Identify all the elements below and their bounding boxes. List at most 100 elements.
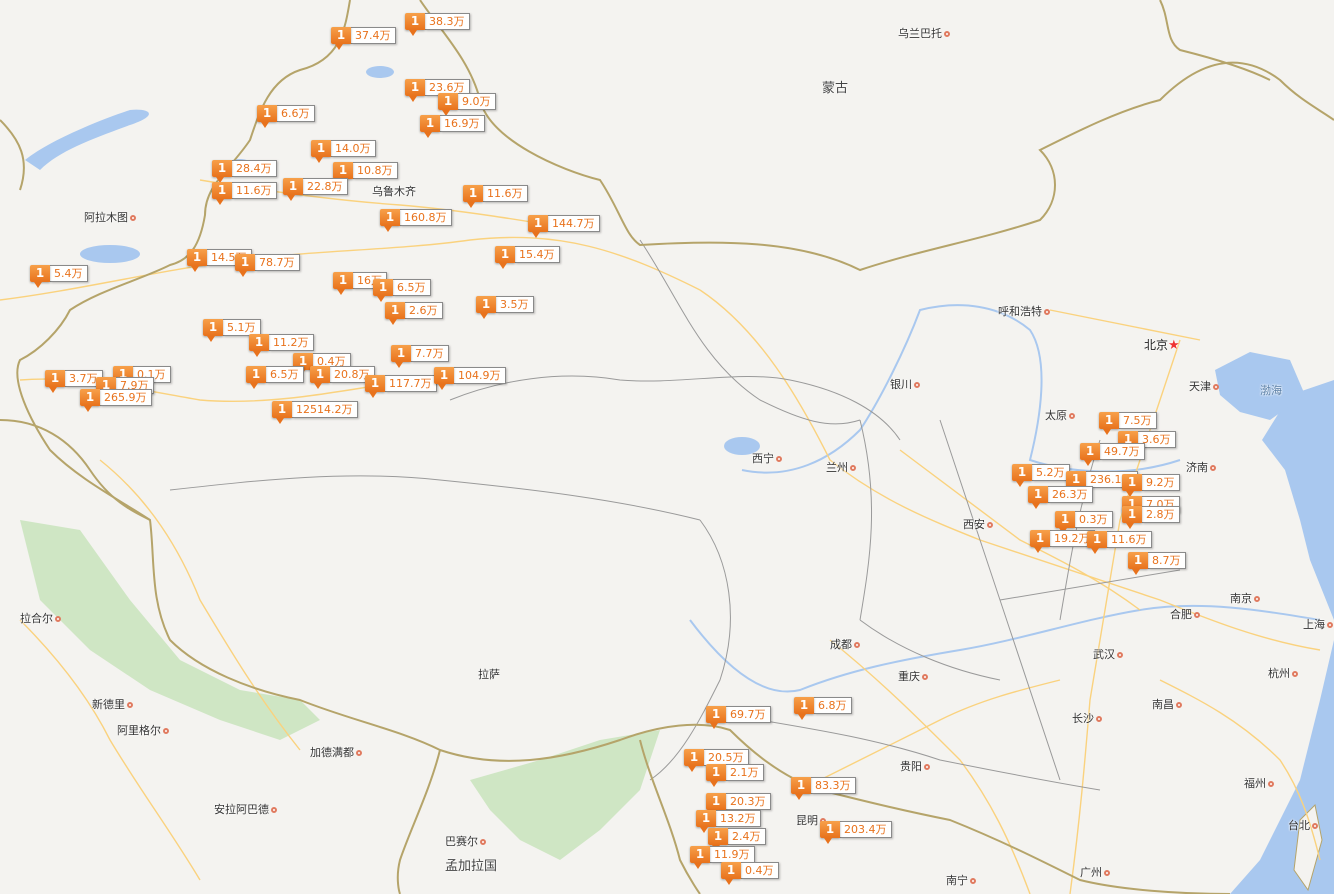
data-marker[interactable]: 1 6.5万 [373,279,431,302]
data-marker[interactable]: 1 0.3万 [1055,511,1113,534]
city-dot-icon [1069,413,1075,419]
marker-value: 23.6万 [425,79,470,96]
data-marker[interactable]: 1 2.4万 [708,828,766,851]
data-marker[interactable]: 1 28.4万 [212,160,277,183]
marker-value: 16.9万 [440,115,485,132]
data-marker[interactable]: 1 16万 [333,272,387,295]
marker-value: 2.8万 [1142,506,1180,523]
data-marker[interactable]: 1 5.1万 [203,319,261,342]
marker-pin-icon: 1 [272,401,292,424]
data-marker[interactable]: 1 19.2万 [1030,530,1095,553]
data-marker[interactable]: 1 38.3万 [405,13,470,36]
data-marker[interactable]: 1 78.7万 [235,254,300,277]
data-marker[interactable]: 1 11.2万 [249,334,314,357]
data-marker[interactable]: 1 203.4万 [820,821,892,844]
data-marker[interactable]: 1 15.4万 [495,246,560,269]
marker-value: 49.7万 [1100,443,1145,460]
data-marker[interactable]: 1 2.1万 [706,764,764,787]
marker-value: 2.1万 [726,764,764,781]
data-marker[interactable]: 1 3.5万 [476,296,534,319]
data-marker[interactable]: 1 69.7万 [706,706,771,729]
data-marker[interactable]: 1 7.5万 [1099,412,1157,435]
data-marker[interactable]: 1 117.7万 [365,375,437,398]
data-marker[interactable]: 1 37.4万 [331,27,396,50]
data-marker[interactable]: 1 265.9万 [80,389,152,412]
data-marker[interactable]: 1 11.6万 [1087,531,1152,554]
data-marker[interactable]: 1 83.3万 [791,777,856,800]
data-marker[interactable]: 1 8.7万 [1128,552,1186,575]
city-dot-icon [1044,309,1050,315]
data-marker[interactable]: 1 20.3万 [706,793,771,816]
place-label: 南京 [1230,590,1262,606]
data-marker[interactable]: 1 144.7万 [528,215,600,238]
place-label: 阿里格尔 [117,722,171,738]
marker-value: 5.1万 [223,319,261,336]
data-marker[interactable]: 1 20.5万 [684,749,749,772]
marker-value: 7.5万 [1119,412,1157,429]
marker-pin-icon: 1 [187,249,207,272]
data-marker[interactable]: 1 11.6万 [463,185,528,208]
data-marker[interactable]: 1 0.4万 [721,862,779,885]
marker-pin-icon: 1 [706,706,726,729]
city-dot-icon [1213,384,1219,390]
marker-value: 15.4万 [515,246,560,263]
data-marker[interactable]: 1 7.7万 [391,345,449,368]
data-marker[interactable]: 1 6.5万 [246,366,304,389]
data-marker[interactable]: 1 2.6万 [385,302,443,325]
data-marker[interactable]: 1 11.6万 [212,182,277,205]
data-marker[interactable]: 1 9.0万 [438,93,496,116]
marker-value: 5.2万 [1032,464,1070,481]
marker-pin-icon: 1 [1122,474,1142,497]
marker-pin-icon: 1 [246,366,266,389]
marker-pin-icon: 1 [708,828,728,851]
data-marker[interactable]: 1 6.6万 [257,105,315,128]
data-marker[interactable]: 1 14.0万 [311,140,376,163]
place-label: 成都 [830,636,862,652]
marker-value: 203.4万 [840,821,892,838]
data-marker[interactable]: 1 9.2万 [1122,474,1180,497]
city-dot-icon [1104,870,1110,876]
data-marker[interactable]: 1 5.2万 [1012,464,1070,487]
marker-value: 6.8万 [814,697,852,714]
marker-pin-icon: 1 [820,821,840,844]
city-dot-icon [1176,702,1182,708]
data-marker[interactable]: 1 16.9万 [420,115,485,138]
data-marker[interactable]: 1 10.8万 [333,162,398,185]
place-label: 台北 [1288,817,1320,833]
data-marker[interactable]: 1 22.8万 [283,178,348,201]
city-dot-icon [55,616,61,622]
data-marker[interactable]: 1 0.4万 [293,353,351,376]
marker-pin-icon: 1 [310,366,330,389]
marker-pin-icon: 1 [331,27,351,50]
data-marker[interactable]: 1 11.9万 [690,846,755,869]
province-borders [169,239,1181,791]
marker-value: 12514.2万 [292,401,358,418]
data-marker[interactable]: 1 20.8万 [310,366,375,389]
marker-value: 5.4万 [50,265,88,282]
data-marker[interactable]: 1 26.3万 [1028,486,1093,509]
data-marker[interactable]: 1 12514.2万 [272,401,358,424]
marker-pin-icon: 1 [495,246,515,269]
place-label: 济南 [1186,459,1218,475]
city-dot-icon [944,31,950,37]
marker-value: 28.4万 [232,160,277,177]
data-marker[interactable]: 1 5.4万 [30,265,88,288]
lake-qinghai [724,437,760,455]
data-marker[interactable]: 1 23.6万 [405,79,470,102]
marker-pin-icon: 1 [1055,511,1075,534]
data-marker[interactable]: 1 13.2万 [696,810,761,833]
place-label: 南昌 [1152,696,1184,712]
data-marker[interactable]: 1 49.7万 [1080,443,1145,466]
marker-pin-icon: 1 [696,810,716,833]
city-dot-icon [854,642,860,648]
data-marker[interactable]: 1 2.8万 [1122,506,1180,529]
data-marker[interactable]: 1 160.8万 [380,209,452,232]
data-marker[interactable]: 1 3.7万 [45,370,103,393]
place-label: 合肥 [1170,606,1202,622]
marker-pin-icon: 1 [249,334,269,357]
data-marker[interactable]: 1 104.9万 [434,367,506,390]
place-label: 上海 [1303,616,1334,632]
marker-pin-icon: 1 [311,140,331,163]
data-marker[interactable]: 1 6.8万 [794,697,852,720]
